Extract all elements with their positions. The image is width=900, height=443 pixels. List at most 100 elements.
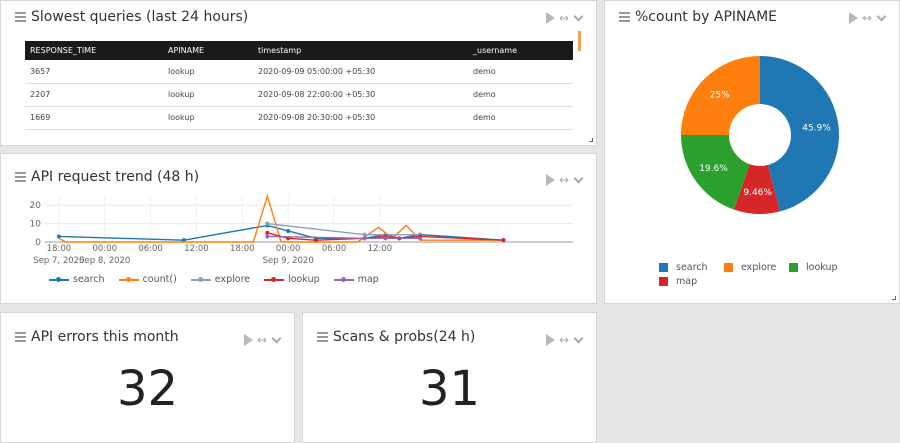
data-point[interactable] xyxy=(265,230,270,235)
y-tick-label: 10 xyxy=(30,220,42,230)
line-chart: 20 10 0 18:00 Sep 7, 2020 00:00 Sep 8, 2020 06:… xyxy=(30,193,573,266)
series-line-map[interactable] xyxy=(267,235,421,240)
play-icon[interactable] xyxy=(545,174,555,186)
data-point[interactable] xyxy=(286,228,291,233)
play-icon[interactable] xyxy=(848,12,858,24)
data-point[interactable] xyxy=(265,234,270,239)
legend-item-search[interactable]: search xyxy=(49,274,105,285)
pie-slice-lookup[interactable] xyxy=(681,135,750,210)
panel-header: Slowest queries (last 24 hours) xyxy=(15,9,248,25)
resize-horizontal-icon[interactable]: ↔ xyxy=(558,333,569,347)
pie-label: 9.46% xyxy=(743,188,772,198)
metric-value: 32 xyxy=(116,361,179,417)
panel-controls: ↔ xyxy=(545,11,584,25)
table-row: 1669 lookup 2020-09-08 20:30:00 +05:30 d… xyxy=(25,106,573,130)
table-row: 3657 lookup 2020-09-09 05:00:00 +05:30 d… xyxy=(25,60,573,84)
pie-slice-explore[interactable] xyxy=(681,56,760,136)
legend-item-lookup[interactable]: lookup xyxy=(264,274,320,285)
x-tick-label: 18:00 xyxy=(47,244,72,254)
table-cell: demo xyxy=(468,106,573,130)
trend-legend: search count() explore lookup map xyxy=(49,274,379,285)
data-point[interactable] xyxy=(56,234,61,239)
chevron-down-icon[interactable] xyxy=(573,333,584,343)
scans-probs-panel: Scans & probs(24 h) ↔ 31 xyxy=(302,312,597,443)
legend-swatch xyxy=(264,276,285,282)
chevron-down-icon[interactable] xyxy=(573,173,584,183)
panel-controls: ↔ xyxy=(545,333,584,347)
data-point[interactable] xyxy=(265,221,270,226)
pie-slice-search[interactable] xyxy=(760,56,839,212)
legend-item-lookup[interactable]: lookup xyxy=(789,262,838,273)
panel-title: API errors this month xyxy=(31,329,179,345)
play-icon[interactable] xyxy=(545,334,555,346)
legend-swatch xyxy=(333,276,354,282)
table-cell: 3657 xyxy=(25,60,163,84)
data-point[interactable] xyxy=(362,236,367,241)
y-tick-label: 20 xyxy=(30,201,42,211)
column-header[interactable]: APINAME xyxy=(163,41,253,60)
legend-item-explore[interactable]: explore xyxy=(724,262,776,273)
menu-icon[interactable] xyxy=(15,172,26,182)
legend-label: lookup xyxy=(288,274,320,285)
x-tick-label: 18:00 xyxy=(230,244,255,254)
table-cell: lookup xyxy=(163,106,253,130)
table-cell: 2207 xyxy=(25,83,163,107)
data-point[interactable] xyxy=(181,238,186,243)
resize-horizontal-icon[interactable]: ↔ xyxy=(861,11,872,25)
play-icon[interactable] xyxy=(545,12,555,24)
chevron-down-icon[interactable] xyxy=(271,333,282,343)
data-point[interactable] xyxy=(383,236,388,241)
resize-handle[interactable] xyxy=(892,296,896,300)
legend-swatch xyxy=(190,276,211,282)
legend-swatch xyxy=(659,263,668,272)
data-point[interactable] xyxy=(501,238,506,243)
legend-label: explore xyxy=(741,262,777,273)
legend-label: count() xyxy=(142,274,177,285)
panel-header: %count by APINAME xyxy=(619,9,777,25)
table-cell: 2020-09-09 05:00:00 +05:30 xyxy=(253,60,468,84)
legend-label: map xyxy=(357,274,379,285)
series-line-search[interactable] xyxy=(58,224,504,241)
resize-horizontal-icon[interactable]: ↔ xyxy=(256,333,267,347)
menu-icon[interactable] xyxy=(619,12,630,22)
legend-item-map[interactable]: map xyxy=(659,276,697,287)
column-header[interactable]: timestamp xyxy=(253,41,468,60)
legend-swatch xyxy=(789,263,798,272)
panel-title: API request trend (48 h) xyxy=(31,169,200,185)
series-line-lookup[interactable] xyxy=(267,232,504,241)
data-point[interactable] xyxy=(313,238,318,243)
series-line-explore[interactable] xyxy=(267,222,421,236)
column-header[interactable]: _username xyxy=(468,41,573,60)
menu-icon[interactable] xyxy=(15,12,26,22)
column-header[interactable]: RESPONSE_TIME xyxy=(25,41,163,60)
table-row: 2207 lookup 2020-09-08 22:00:00 +05:30 d… xyxy=(25,83,573,107)
resize-horizontal-icon[interactable]: ↔ xyxy=(558,173,569,187)
scrollbar-thumb[interactable] xyxy=(578,31,581,51)
legend-item-count[interactable]: count() xyxy=(118,274,177,285)
menu-icon[interactable] xyxy=(15,332,26,342)
x-tick-label: 06:00 xyxy=(322,244,347,254)
x-tick-label: 12:00 xyxy=(368,244,393,254)
legend-label: search xyxy=(676,262,708,273)
menu-icon[interactable] xyxy=(317,332,328,342)
panel-controls: ↔ xyxy=(243,333,282,347)
pie-slice-map[interactable] xyxy=(733,164,781,214)
panel-controls: ↔ xyxy=(848,11,887,25)
data-point[interactable] xyxy=(418,236,423,241)
panel-header: Scans & probs(24 h) xyxy=(317,329,475,345)
panel-title: Scans & probs(24 h) xyxy=(333,329,476,345)
pie-label: 25% xyxy=(710,91,730,101)
data-point[interactable] xyxy=(362,232,367,237)
legend-item-explore[interactable]: explore xyxy=(190,274,250,285)
chevron-down-icon[interactable] xyxy=(573,11,584,21)
x-tick-date: Sep 8, 2020 xyxy=(79,256,130,266)
y-tick-label: 0 xyxy=(35,238,41,248)
api-errors-panel: API errors this month ↔ 32 xyxy=(0,312,295,443)
legend-item-map[interactable]: map xyxy=(333,274,379,285)
play-icon[interactable] xyxy=(243,334,253,346)
resize-handle[interactable] xyxy=(589,138,593,142)
resize-horizontal-icon[interactable]: ↔ xyxy=(558,11,569,25)
x-tick-label: 00:00 xyxy=(92,244,117,254)
legend-label: search xyxy=(73,274,105,285)
legend-item-search[interactable]: search xyxy=(659,262,708,273)
